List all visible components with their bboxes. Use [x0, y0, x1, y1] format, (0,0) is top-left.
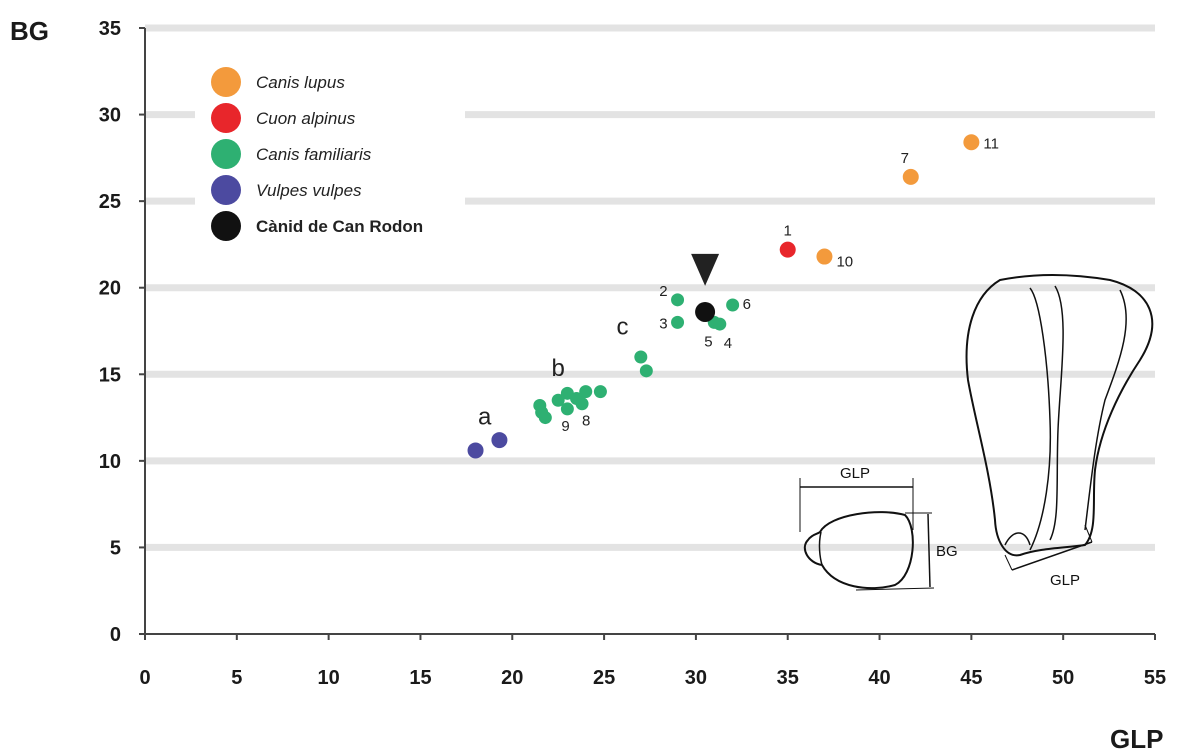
y-tick-label: 0 [110, 624, 121, 646]
point-label: 6 [743, 296, 751, 313]
data-point [726, 298, 740, 312]
data-point [779, 241, 796, 258]
point-label: 11 [983, 135, 999, 152]
y-tick-label: 15 [99, 364, 121, 386]
legend-entry-label: Vulpes vulpes [256, 181, 362, 200]
group-labels: a b c [478, 313, 628, 430]
y-axis-title: BG [10, 16, 49, 46]
y-ticks: 0 5 10 15 20 25 30 35 [99, 18, 145, 646]
data-point [538, 411, 552, 425]
x-tick-label: 40 [868, 667, 890, 689]
articular-surface-drawing [799, 478, 935, 591]
point-label: 9 [561, 418, 569, 435]
group-label: a [478, 403, 492, 430]
data-point [593, 385, 607, 399]
legend-swatch [211, 211, 241, 241]
x-tick-label: 25 [593, 667, 615, 689]
legend-entry-label: Canis familiaris [256, 145, 372, 164]
inset-glp-bottom-label: GLP [1050, 572, 1080, 589]
bone-side-view-drawing [965, 274, 1154, 571]
x-tick-label: 55 [1144, 667, 1166, 689]
point-label: 1 [784, 223, 792, 240]
arrow-marker [691, 253, 720, 286]
x-tick-label: 30 [685, 667, 707, 689]
legend-entry-label: Cànid de Can Rodon [256, 217, 423, 236]
y-tick-label: 25 [99, 191, 121, 213]
data-point [713, 317, 727, 331]
inset-bg-label: BG [936, 543, 958, 560]
legend-swatch [211, 175, 241, 205]
data-point [695, 301, 716, 322]
x-axis-title: GLP [1110, 724, 1163, 754]
data-point [816, 248, 833, 265]
inset-glp-top-label: GLP [840, 465, 870, 482]
legend-swatch [211, 103, 241, 133]
x-tick-label: 50 [1052, 667, 1074, 689]
point-label: 4 [724, 335, 732, 352]
data-point [671, 315, 685, 329]
point-label: 2 [659, 283, 667, 300]
data-point [491, 432, 508, 449]
down-triangle-marker [691, 253, 720, 286]
data-point [560, 402, 574, 416]
data-point [671, 293, 685, 307]
y-tick-label: 5 [110, 537, 121, 559]
data-point [902, 168, 919, 185]
data-point [634, 350, 648, 364]
x-tick-label: 10 [318, 667, 340, 689]
data-point [575, 397, 589, 411]
group-label: b [552, 355, 565, 382]
data-point [963, 134, 980, 151]
y-tick-label: 35 [99, 18, 121, 40]
group-label: c [616, 313, 628, 340]
x-tick-label: 0 [139, 667, 150, 689]
legend-entry-label: Canis lupus [256, 73, 345, 92]
x-tick-label: 35 [777, 667, 799, 689]
x-ticks: 0 5 10 15 20 25 30 35 40 45 50 55 [139, 634, 1166, 689]
data-point [551, 393, 565, 407]
legend-entry-label: Cuon alpinus [256, 109, 356, 128]
legend: Canis lupus Cuon alpinus Canis familiaris V… [195, 62, 465, 252]
bone-inset-drawing [799, 274, 1154, 591]
legend-swatch [211, 139, 241, 169]
x-tick-label: 15 [409, 667, 431, 689]
data-point [467, 442, 484, 459]
x-tick-label: 5 [231, 667, 242, 689]
x-tick-label: 20 [501, 667, 523, 689]
y-tick-label: 20 [99, 278, 121, 300]
point-label: 10 [836, 254, 853, 271]
data-point [639, 364, 653, 378]
x-tick-label: 45 [960, 667, 982, 689]
point-label: 5 [704, 333, 712, 350]
point-label: 8 [582, 413, 590, 430]
y-tick-label: 30 [99, 105, 121, 127]
point-label: 7 [901, 150, 909, 167]
y-tick-label: 10 [99, 451, 121, 473]
data-point [579, 385, 593, 399]
legend-swatch [211, 67, 241, 97]
axes [144, 28, 1155, 635]
point-label: 3 [659, 315, 667, 332]
data-points: 7 11 10 1 2 3 6 5 4 9 8 [467, 134, 999, 459]
